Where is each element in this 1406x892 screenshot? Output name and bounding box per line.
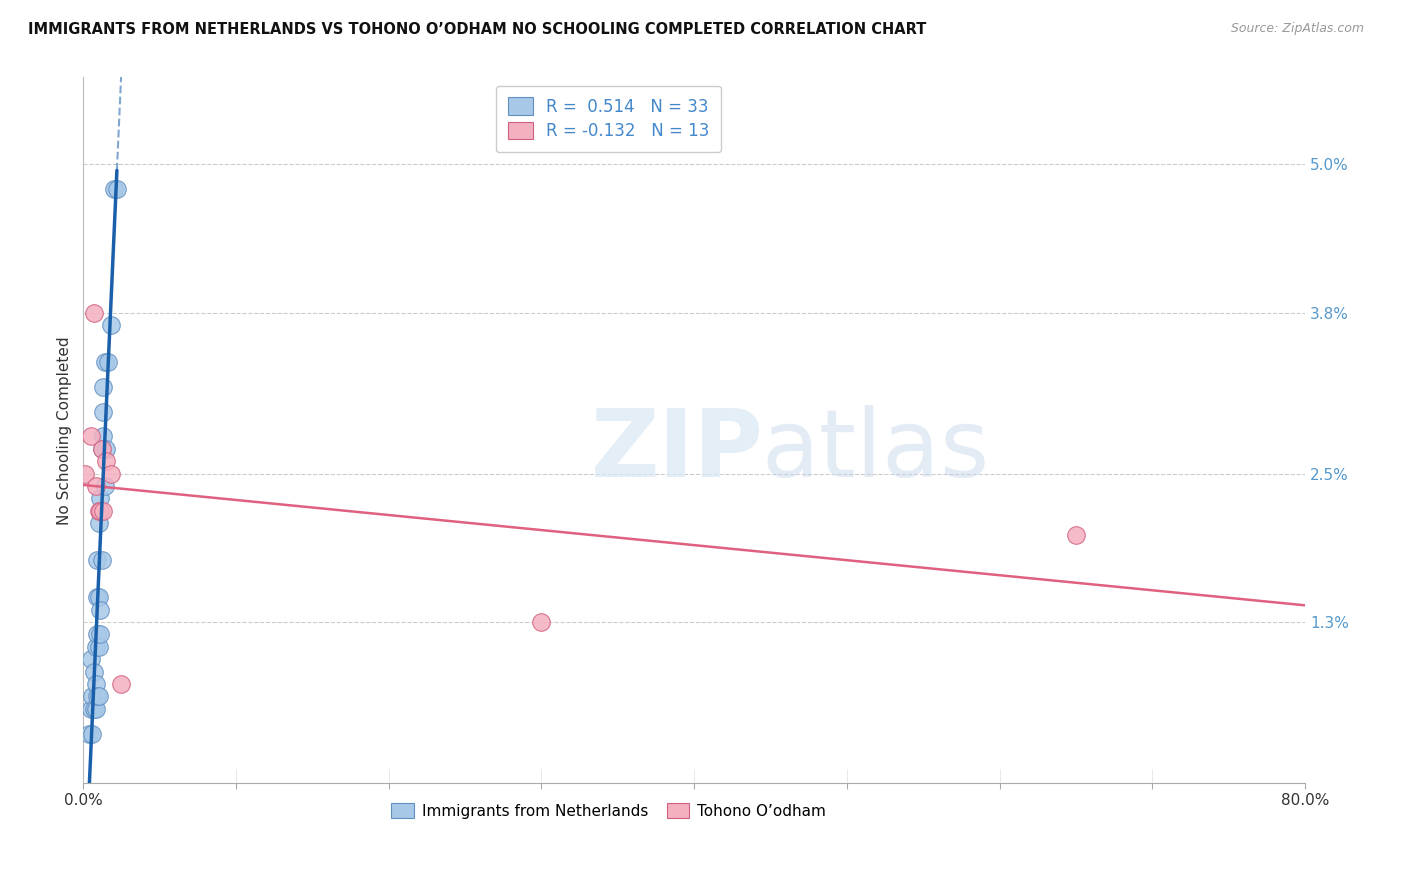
Point xyxy=(93,355,115,369)
Point xyxy=(80,702,103,716)
Point xyxy=(80,652,103,666)
Point xyxy=(73,467,96,481)
Point xyxy=(87,690,110,704)
Text: atlas: atlas xyxy=(762,405,990,498)
Text: IMMIGRANTS FROM NETHERLANDS VS TOHONO O’ODHAM NO SCHOOLING COMPLETED CORRELATION: IMMIGRANTS FROM NETHERLANDS VS TOHONO O’… xyxy=(28,22,927,37)
Point xyxy=(90,442,112,456)
Point xyxy=(1064,528,1087,542)
Point xyxy=(86,553,108,567)
Point xyxy=(96,454,118,468)
Point xyxy=(80,429,103,443)
Text: Source: ZipAtlas.com: Source: ZipAtlas.com xyxy=(1230,22,1364,36)
Point xyxy=(93,479,115,493)
Point xyxy=(91,380,114,394)
Point xyxy=(86,690,108,704)
Point xyxy=(84,479,107,493)
Text: ZIP: ZIP xyxy=(591,405,763,498)
Point xyxy=(90,553,112,567)
Point xyxy=(105,182,128,196)
Point xyxy=(103,182,125,196)
Point xyxy=(530,615,553,629)
Point xyxy=(83,305,105,319)
Point xyxy=(89,603,111,617)
Legend: Immigrants from Netherlands, Tohono O’odham: Immigrants from Netherlands, Tohono O’od… xyxy=(385,797,832,825)
Point xyxy=(110,677,132,691)
Point xyxy=(96,442,118,456)
Point xyxy=(91,504,114,518)
Point xyxy=(100,467,122,481)
Point xyxy=(87,516,110,530)
Point xyxy=(86,627,108,641)
Point xyxy=(97,355,120,369)
Point xyxy=(89,491,111,506)
Point xyxy=(87,640,110,654)
Point xyxy=(84,677,107,691)
Point xyxy=(82,726,104,740)
Point xyxy=(87,591,110,605)
Point xyxy=(83,665,105,679)
Point xyxy=(87,504,110,518)
Y-axis label: No Schooling Completed: No Schooling Completed xyxy=(58,336,72,524)
Point xyxy=(90,442,112,456)
Point xyxy=(89,627,111,641)
Point xyxy=(100,318,122,332)
Point xyxy=(89,504,111,518)
Point xyxy=(91,429,114,443)
Point xyxy=(84,640,107,654)
Point xyxy=(83,702,105,716)
Point xyxy=(82,690,104,704)
Point xyxy=(91,405,114,419)
Point xyxy=(86,591,108,605)
Point xyxy=(79,726,101,740)
Point xyxy=(84,702,107,716)
